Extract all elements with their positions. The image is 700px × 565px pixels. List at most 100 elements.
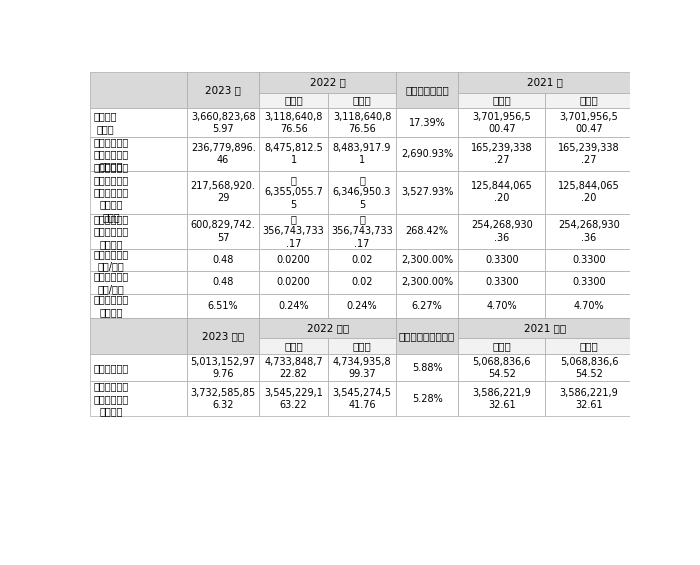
Text: 3,545,274,5
41.76: 3,545,274,5 41.76: [332, 388, 391, 410]
Text: 5,068,836,6
54.52: 5,068,836,6 54.52: [473, 357, 531, 379]
Bar: [545, 381, 633, 416]
Bar: [260, 214, 328, 249]
Text: 0.02: 0.02: [351, 277, 373, 288]
Bar: [545, 249, 633, 271]
Bar: [545, 354, 633, 381]
Bar: [328, 354, 396, 381]
Bar: [260, 137, 328, 171]
Text: 调整后: 调整后: [580, 341, 598, 351]
Bar: [260, 171, 328, 214]
Text: 125,844,065
.20: 125,844,065 .20: [471, 181, 533, 203]
Bar: [328, 294, 396, 318]
Bar: [260, 338, 328, 354]
Text: 2022 年末: 2022 年末: [307, 323, 349, 333]
Bar: [187, 271, 260, 294]
Bar: [187, 318, 260, 354]
Bar: [90, 72, 187, 108]
Text: －
356,743,733
.17: － 356,743,733 .17: [331, 214, 393, 249]
Bar: [90, 354, 187, 381]
Bar: [187, 171, 260, 214]
Bar: [260, 294, 328, 318]
Bar: [328, 93, 396, 108]
Bar: [90, 318, 187, 354]
Bar: [187, 354, 260, 381]
Bar: [458, 271, 545, 294]
Text: 调整前: 调整前: [492, 341, 511, 351]
Text: 6.51%: 6.51%: [208, 301, 239, 311]
Text: 0.48: 0.48: [212, 277, 234, 288]
Text: 调整后: 调整后: [353, 95, 372, 106]
Bar: [458, 93, 545, 108]
Text: －
6,346,950.3
5: － 6,346,950.3 5: [332, 175, 391, 210]
Bar: [545, 171, 633, 214]
Text: 268.42%: 268.42%: [405, 227, 449, 236]
Text: 125,844,065
.20: 125,844,065 .20: [558, 181, 620, 203]
Bar: [260, 318, 396, 338]
Text: 5.28%: 5.28%: [412, 394, 442, 404]
Bar: [396, 271, 458, 294]
Bar: [187, 108, 260, 137]
Bar: [545, 294, 633, 318]
Bar: [90, 294, 187, 318]
Bar: [458, 249, 545, 271]
Text: 0.3300: 0.3300: [485, 277, 519, 288]
Text: 2,300.00%: 2,300.00%: [401, 255, 453, 266]
Text: 3,701,956,5
00.47: 3,701,956,5 00.47: [473, 112, 531, 134]
Text: 基本每股收益
（元/股）: 基本每股收益 （元/股）: [94, 249, 129, 272]
Text: 17.39%: 17.39%: [409, 118, 445, 128]
Bar: [187, 294, 260, 318]
Text: 0.3300: 0.3300: [572, 277, 606, 288]
Text: 5,068,836,6
54.52: 5,068,836,6 54.52: [560, 357, 618, 379]
Bar: [260, 108, 328, 137]
Bar: [260, 381, 328, 416]
Bar: [328, 271, 396, 294]
Text: 5,013,152,97
9.76: 5,013,152,97 9.76: [190, 357, 256, 379]
Text: 3,660,823,68
5.97: 3,660,823,68 5.97: [191, 112, 256, 134]
Text: 2,300.00%: 2,300.00%: [401, 277, 453, 288]
Text: 6.27%: 6.27%: [412, 301, 442, 311]
Bar: [458, 294, 545, 318]
Bar: [328, 381, 396, 416]
Bar: [396, 381, 458, 416]
Text: 2022 年: 2022 年: [310, 77, 346, 88]
Bar: [458, 171, 545, 214]
Text: 营业收入
（元）: 营业收入 （元）: [94, 112, 117, 134]
Text: 加权平均净资
产收益率: 加权平均净资 产收益率: [94, 294, 129, 317]
Bar: [396, 318, 458, 354]
Bar: [90, 171, 187, 214]
Text: 4.70%: 4.70%: [574, 301, 604, 311]
Bar: [260, 271, 328, 294]
Bar: [90, 214, 187, 249]
Text: 3,527.93%: 3,527.93%: [401, 187, 454, 197]
Bar: [90, 381, 187, 416]
Text: 8,475,812.5
1: 8,475,812.5 1: [265, 143, 323, 166]
Bar: [260, 93, 328, 108]
Text: 4,734,935,8
99.37: 4,734,935,8 99.37: [332, 357, 391, 379]
Bar: [396, 108, 458, 137]
Bar: [458, 214, 545, 249]
Text: 3,586,221,9
32.61: 3,586,221,9 32.61: [473, 388, 531, 410]
Text: 0.02: 0.02: [351, 255, 373, 266]
Bar: [90, 271, 187, 294]
Text: 254,268,930
.36: 254,268,930 .36: [471, 220, 533, 242]
Text: 2021 年末: 2021 年末: [524, 323, 566, 333]
Bar: [260, 354, 328, 381]
Bar: [187, 214, 260, 249]
Text: 236,779,896.
46: 236,779,896. 46: [190, 143, 256, 166]
Bar: [396, 354, 458, 381]
Bar: [458, 108, 545, 137]
Text: 165,239,338
.27: 165,239,338 .27: [558, 143, 620, 166]
Bar: [545, 137, 633, 171]
Text: 0.3300: 0.3300: [485, 255, 519, 266]
Text: 归属于上市公
司股东的扣除
非经常性损益
的净利润
（元）: 归属于上市公 司股东的扣除 非经常性损益 的净利润 （元）: [94, 162, 129, 222]
Bar: [187, 137, 260, 171]
Text: 4,733,848,7
22.82: 4,733,848,7 22.82: [265, 357, 323, 379]
Text: 3,732,585,85
6.32: 3,732,585,85 6.32: [190, 388, 256, 410]
Text: －
6,355,055.7
5: － 6,355,055.7 5: [264, 175, 323, 210]
Bar: [260, 249, 328, 271]
Bar: [260, 72, 396, 93]
Bar: [396, 137, 458, 171]
Text: 本年比上年增减: 本年比上年增减: [405, 85, 449, 95]
Bar: [328, 108, 396, 137]
Bar: [545, 108, 633, 137]
